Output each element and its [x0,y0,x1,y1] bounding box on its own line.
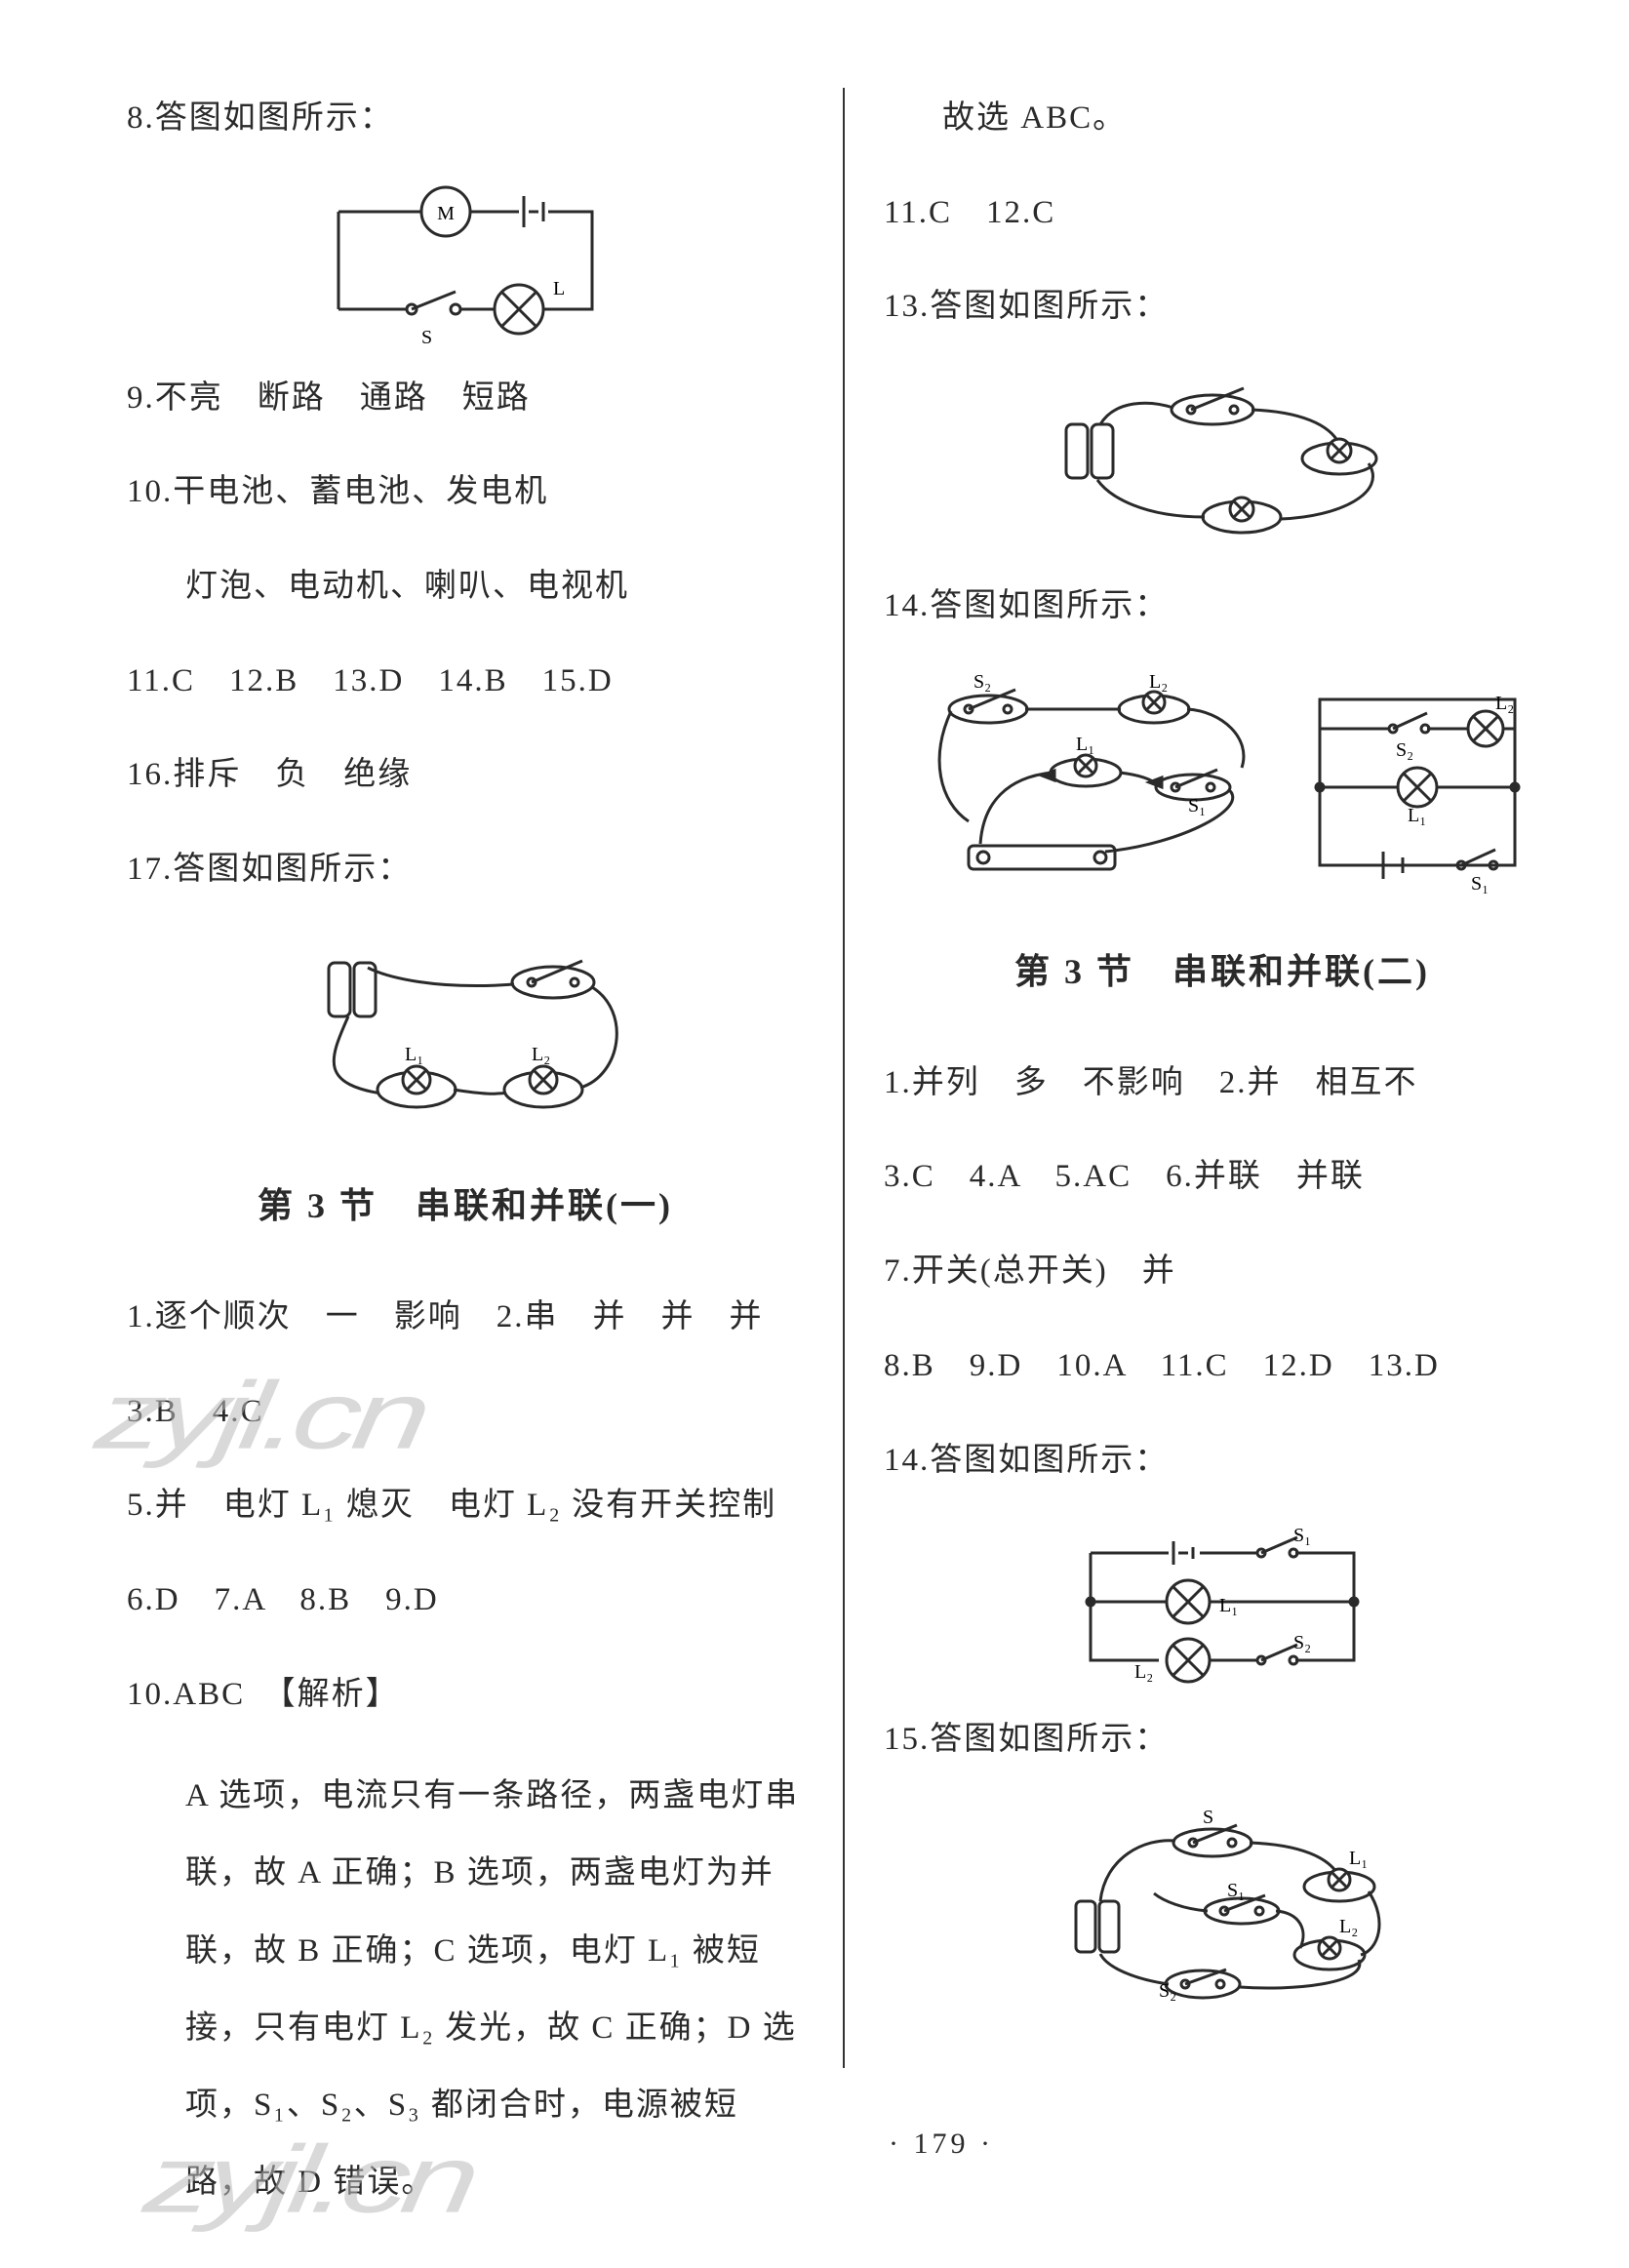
s2-label: S₂ [973,671,991,693]
r-q11-12: 11.C 12.C [884,182,1561,244]
l1-label: L₁ [1219,1595,1238,1616]
r-s8: 8.B 9.D 10.A 11.C 12.D 13.D [884,1335,1561,1397]
r-l1-label: L₁ [1408,805,1426,826]
section-3-1-title: 第 3 节 串联和并联(一) [127,1177,804,1228]
right-column: 故选 ABC。 11.C 12.C 13.答图如图所示： [845,88,1561,2097]
r-s2-label: S₂ [1396,739,1413,761]
r-s1: 1.并列 多 不影响 2.并 相互不 [884,1053,1561,1114]
r-s1-label: S₁ [1471,873,1489,895]
columns-container: 8.答图如图所示： M S L 9.不亮 断路 通路 [127,88,1561,2097]
circuit-14b-diagram: S₁ L₁ L₂ S₂ [1061,1524,1383,1690]
s2-label: S₂ [1159,1980,1176,2002]
s1-label: S₁ [1188,795,1206,816]
q8-text: 8.答图如图所示： [127,88,804,149]
l2-label: L₂ [532,1044,550,1065]
s1-label: S₁ [1293,1525,1311,1546]
circuit-13-diagram [1037,371,1408,556]
section-3-2-title: 第 3 节 串联和并联(二) [884,943,1561,994]
r-s14: 14.答图如图所示： [884,1430,1561,1492]
switch-label: S [421,327,432,348]
circuit-14-diagram: S₂ L₂ L₁ S₁ L₂ S₂ L₁ S₁ [910,670,1534,895]
l2-label: L₂ [1149,671,1168,693]
s-label: S [1203,1807,1213,1828]
q9-text: 9.不亮 断路 通路 短路 [127,368,804,429]
page: 8.答图如图所示： M S L 9.不亮 断路 通路 [0,0,1629,2268]
s2-label: S₂ [1293,1632,1311,1653]
left-column: 8.答图如图所示： M S L 9.不亮 断路 通路 [127,88,843,2097]
s5-text: 5.并 电灯 L₁ 熄灭 电灯 L₂ 没有开关控制 [127,1475,804,1536]
r-q14: 14.答图如图所示： [884,576,1561,637]
q10b-text: 灯泡、电动机、喇叭、电视机 [127,556,804,617]
r-s3: 3.C 4.A 5.AC 6.并联 并联 [884,1146,1561,1208]
circuit-15-diagram: S L₁ S₁ L₂ S₂ [1047,1804,1398,2018]
circuit-17-diagram: L₁ L₂ [290,934,641,1129]
s10-text: 10.ABC 【解析】 [127,1664,804,1726]
motor-label: M [437,203,455,224]
circuit-8-diagram: M S L [309,182,621,348]
r-s15: 15.答图如图所示： [884,1709,1561,1771]
l2-label: L₂ [1134,1661,1153,1683]
s6-text: 6.D 7.A 8.B 9.D [127,1570,804,1631]
q10a-text: 10.干电池、蓄电池、发电机 [127,461,804,523]
s3-text: 3.B 4.C [127,1381,804,1443]
r-s7: 7.开关(总开关) 并 [884,1241,1561,1302]
l2-label: L₂ [1339,1916,1358,1937]
q16-text: 16.排斥 负 绝缘 [127,744,804,806]
q17-text: 17.答图如图所示： [127,839,804,900]
l1-label: L₁ [1349,1848,1368,1869]
r-top-text: 故选 ABC。 [884,88,1561,149]
l1-label: L₁ [1076,734,1094,755]
r-l2-label: L₂ [1495,693,1514,714]
lamp-label: L [553,278,565,299]
q11-15-text: 11.C 12.B 13.D 14.B 15.D [127,651,804,712]
s1-label: S₁ [1227,1880,1245,1901]
l1-label: L₁ [405,1044,423,1065]
s1-text: 1.逐个顺次 一 影响 2.串 并 并 并 [127,1287,804,1348]
page-footer: · 179 · [127,2128,1629,2161]
r-q13: 13.答图如图所示： [884,276,1561,338]
